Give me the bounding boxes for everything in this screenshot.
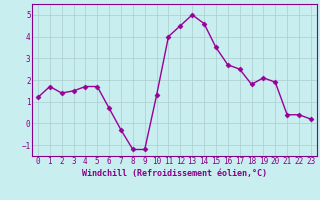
X-axis label: Windchill (Refroidissement éolien,°C): Windchill (Refroidissement éolien,°C) (82, 169, 267, 178)
